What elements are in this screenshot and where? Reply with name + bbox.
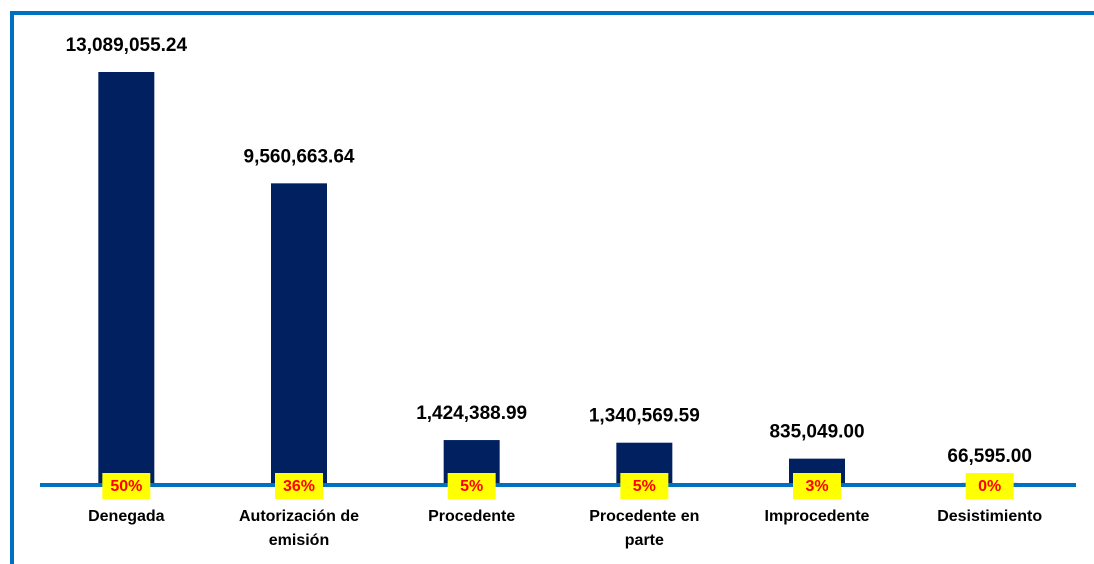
share-label: 5% — [460, 478, 483, 495]
bar — [98, 72, 155, 485]
share-box — [102, 473, 151, 499]
share-box — [275, 473, 323, 499]
value-label: 1,424,388.99 — [416, 403, 527, 424]
value-label: 66,595.00 — [947, 446, 1032, 467]
value-label: 9,560,663.64 — [244, 146, 355, 167]
x-tick-label: Denegada — [88, 508, 165, 525]
value-label: 1,340,569.59 — [589, 406, 700, 427]
share-box — [447, 473, 496, 499]
x-tick-label: Desistimiento — [937, 508, 1042, 525]
share-label: 50% — [110, 478, 142, 495]
x-tick-label: Improcedente — [765, 508, 870, 525]
value-label: 835,049.00 — [769, 422, 864, 443]
x-tick-label: Autorización de emisión — [239, 508, 359, 549]
share-label: 36% — [283, 478, 315, 495]
share-box — [965, 473, 1014, 499]
share-box — [620, 473, 669, 499]
value-label: 13,089,055.24 — [66, 35, 188, 56]
x-tick-label: Procedente — [428, 508, 515, 525]
share-box — [793, 473, 841, 499]
share-label: 5% — [633, 478, 656, 495]
bar — [271, 183, 327, 486]
share-label: 0% — [978, 478, 1001, 495]
share-label: 3% — [805, 478, 828, 495]
x-tick-label: Procedente en parte — [589, 508, 699, 549]
